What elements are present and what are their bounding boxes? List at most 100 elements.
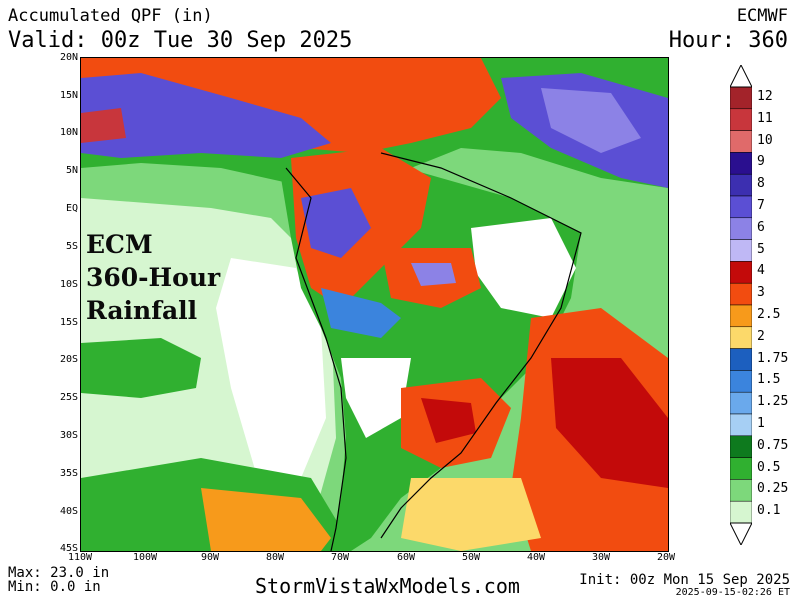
bolivia-blue-band [321,288,401,338]
overlay-line: ECM [86,230,153,259]
colorbar-label: 12 [757,88,773,104]
lat-label: 20N [59,52,78,63]
lat-label: 35S [59,468,78,479]
map-canvas [81,58,668,551]
colorbar-label: 7 [757,197,765,213]
colorbar-label: 0.5 [757,459,781,475]
lon-label: 40W [526,552,546,563]
lon-label: 50W [461,552,481,563]
colorbar-top-arrow [730,65,752,88]
colorbar-label: 6 [757,219,765,235]
lon-label: 80W [265,552,285,563]
colorbar-cell [730,173,752,197]
valid-time: Valid: 00z Tue 30 Sep 2025 [8,28,353,53]
brazil-dry-area [471,218,576,318]
central-brazil-core [411,263,456,286]
overlay-line: Rainfall [86,296,198,325]
lon-label: 20W [656,552,676,563]
colorbar-cell [730,195,752,219]
colorbar-cell [730,391,752,415]
colorbar-label: 4 [757,263,765,279]
south-atlantic-core [551,358,668,488]
pacific-rain-band [81,338,201,398]
lat-label: 45S [59,543,78,554]
lat-label: 15S [59,317,78,328]
colorbar-label: 9 [757,154,765,170]
colorbar-label: 1.75 [757,350,789,366]
init-time: Init: 00z Mon 15 Sep 2025 [579,572,790,588]
pacific-itcz-heavy [81,73,331,158]
colorbar-cells [730,86,752,524]
colorbar-bottom-arrow [730,522,752,545]
colorbar-cell [730,217,752,240]
lon-label: 30W [591,552,611,563]
timestamp: 2025-09-15-02:26 ET [675,587,790,598]
lat-label: 30S [59,430,78,441]
colorbar-cell [730,479,752,502]
min-value: Min: 0.0 in [8,579,101,595]
lat-label: 10N [59,127,78,138]
southern-brazil-core [421,398,476,443]
colorbar-cell [730,500,752,524]
lon-label: 90W [200,552,220,563]
colorbar-label: 1 [757,415,765,431]
colorbar-label: 2 [757,328,765,344]
colorbar-cell [730,326,752,349]
map-title: Accumulated QPF (in) [8,6,213,26]
colorbar-cell [730,282,752,306]
colorbar-cell [730,304,752,328]
colorbar-cell [730,261,752,284]
lat-label: 10S [59,279,78,290]
lon-label: 60W [396,552,416,563]
colorbar-label: 5 [757,241,765,257]
colorbar-label: 2.5 [757,306,781,322]
lat-label: 15N [59,90,78,101]
overlay-line: 360-Hour [86,263,221,292]
colorbar-cell [730,86,752,110]
colorbar-label: 3 [757,285,765,301]
map-overlay-caption: ECM 360-Hour Rainfall [86,228,220,327]
precipitation-map [80,57,669,552]
colorbar-cell [730,108,752,131]
lat-label: EQ [65,203,78,214]
colorbar-cell [730,457,752,480]
coastline-west [285,167,347,551]
colorbar-cell [730,413,752,437]
colorbar-label: 0.25 [757,481,789,497]
forecast-hour: Hour: 360 [668,28,788,53]
south-pacific-heavy [201,488,331,551]
model-name: ECMWF [736,6,788,26]
stats-block: Max: 23.0 in Min: 0.0 in [8,566,109,594]
colorbar-cell [730,152,752,175]
lat-label: 25S [59,392,78,403]
coastline-east [380,152,582,539]
colorbar-cell [730,370,752,393]
max-value: Max: 23.0 in [8,565,110,581]
colorbar-label: 11 [757,110,773,126]
colorbar-cell [730,348,752,371]
precip-colorbar [730,65,752,545]
amazon-extreme-rain [301,188,371,258]
andes-dry-area [341,358,411,438]
site-name: StormVistaWxModels.com [255,574,520,598]
lat-label: 40S [59,506,78,517]
colorbar-label: 1.25 [757,394,789,410]
lon-label: 70W [330,552,350,563]
lat-label: 20S [59,354,78,365]
colorbar-label: 0.1 [757,503,781,519]
colorbar-cell [730,435,752,458]
colorbar-cell [730,239,752,262]
colorbar-cell [730,130,752,153]
colorbar-label: 8 [757,176,765,192]
colorbar-label: 10 [757,132,773,148]
lat-label: 5N [65,165,78,176]
lon-label: 110W [67,552,93,563]
pacific-dry-area [216,258,326,478]
colorbar-label: 1.5 [757,372,781,388]
atlantic-itcz-core [541,88,641,153]
lon-label: 100W [132,552,158,563]
colorbar-label: 0.75 [757,437,789,453]
pacific-extreme-rain [81,108,126,143]
lat-label: 5S [65,241,78,252]
argentina-rain-band [401,478,541,551]
